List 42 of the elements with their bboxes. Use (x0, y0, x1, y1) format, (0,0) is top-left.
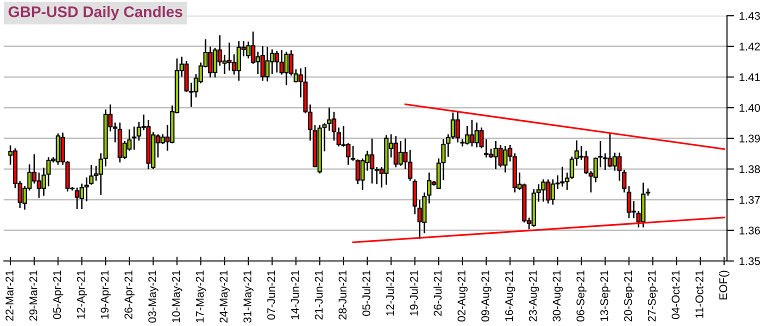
y-tick-label: 1.39 (740, 134, 760, 142)
x-tick-label: 22-Mar-21 (6, 270, 14, 321)
candlestick (622, 170, 626, 192)
y-tick-label: 1.43 (740, 12, 760, 20)
x-tick-label: 04-Oct-21 (672, 270, 680, 319)
x-tick-label: 26-Jul-21 (433, 270, 442, 316)
x-tick-label: 02-Aug-21 (458, 270, 468, 322)
x-tick-label: 19-Jul-21 (410, 270, 418, 316)
x-tick-label: 13-Sep-21 (600, 270, 610, 322)
x-tick-label: 07-Jun-21 (267, 270, 276, 320)
x-tick-label: 21-Jun-21 (314, 270, 323, 320)
x-tick-label: 14-Jun-21 (291, 270, 299, 320)
x-tick-label: 29-Mar-21 (29, 270, 38, 321)
x-tick-label: 24-May-21 (220, 270, 230, 323)
x-tick-label: 05-Apr-21 (53, 270, 64, 319)
x-tick-label: 12-Apr-21 (76, 270, 88, 319)
y-tick-label: 1.36 (740, 226, 760, 234)
x-tick-label: 20-Sep-21 (624, 270, 634, 322)
y-tick-label: 1.35 (740, 257, 760, 266)
x-tick-label: 23-Aug-21 (528, 270, 540, 322)
x-tick-label: 27-Sep-21 (648, 270, 658, 322)
y-tick-label: 1.40 (740, 104, 760, 112)
x-tick-label: 19-Apr-21 (100, 270, 111, 319)
x-tick-label: 09-Aug-21 (481, 270, 492, 322)
x-tick-label: 10-May-21 (172, 270, 182, 322)
x-tick-label: 16-Aug-21 (505, 270, 516, 322)
x-tick-label: 12-Jul-21 (386, 270, 394, 316)
x-tick-label: 11-Oct-21 (695, 270, 704, 318)
y-tick-label: 1.41 (740, 73, 760, 82)
y-tick-label: 1.38 (740, 165, 760, 174)
y-tick-label: 1.37 (740, 196, 760, 204)
chart-title: GBP-USD Daily Candles (8, 6, 182, 20)
x-tick-label: 03-May-21 (148, 270, 158, 323)
x-tick-label: 06-Sep-21 (576, 270, 587, 322)
x-tick-label: EOF() (718, 270, 730, 300)
x-tick-label: 31-May-21 (243, 270, 254, 323)
x-tick-label: 28-Jun-21 (338, 270, 346, 320)
x-tick-label: 17-May-21 (196, 270, 206, 322)
x-tick-label: 30-Aug-21 (552, 270, 563, 322)
x-tick-label: 26-Apr-21 (124, 270, 135, 319)
y-tick-label: 1.42 (740, 42, 760, 50)
x-tick-label: 05-Jul-21 (362, 270, 370, 316)
